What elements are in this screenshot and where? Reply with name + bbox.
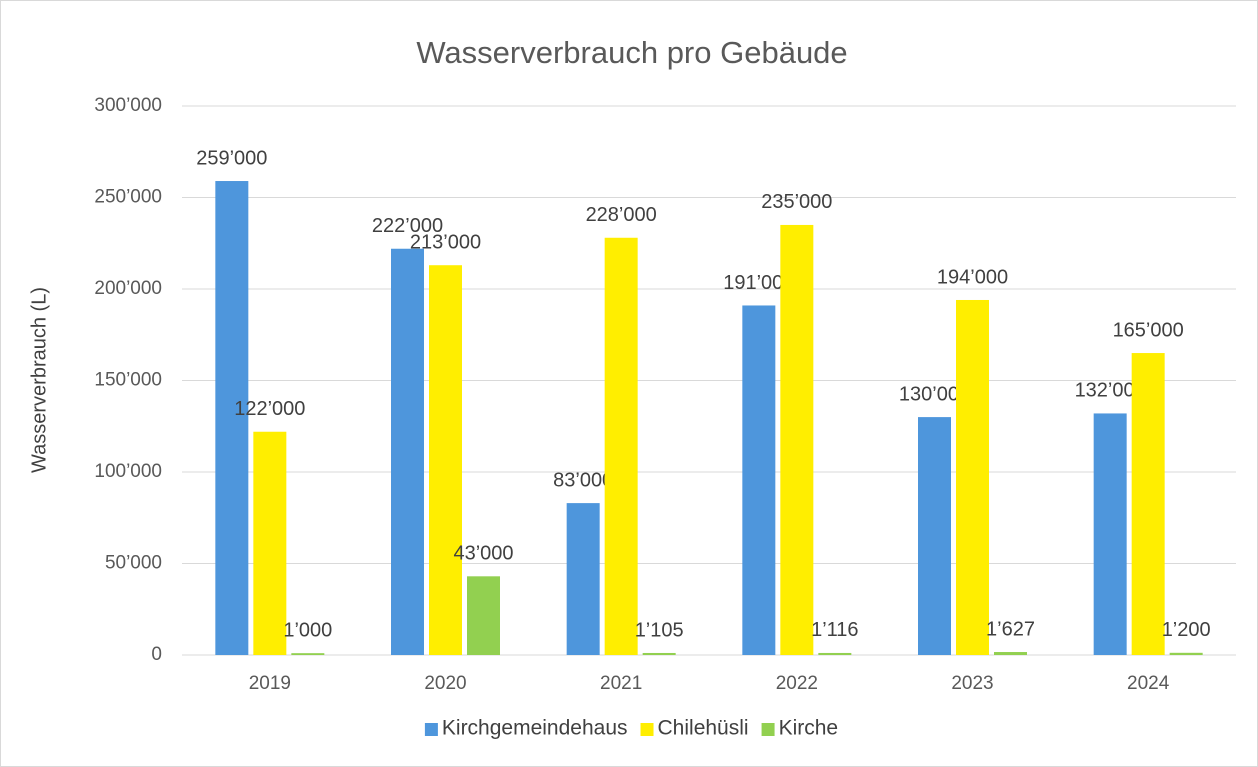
data-label: 132’000 <box>1075 380 1146 402</box>
bar <box>994 652 1027 655</box>
data-label: 165’000 <box>1113 319 1184 341</box>
data-label: 228’000 <box>586 204 657 226</box>
bar <box>1169 652 1203 655</box>
data-label: 122’000 <box>234 398 305 420</box>
legend-swatch <box>761 723 775 736</box>
bar <box>1093 413 1127 655</box>
legend-label: Kirchgemeindehaus <box>442 717 628 740</box>
data-label: 235’000 <box>761 191 832 213</box>
x-tick-label: 2023 <box>951 673 993 694</box>
data-label: 1’200 <box>1162 619 1211 641</box>
data-label: 1’627 <box>986 618 1035 640</box>
bar <box>253 431 287 655</box>
legend-swatch <box>640 723 654 736</box>
y-tick-label: 50’000 <box>105 553 162 574</box>
y-tick-label: 200’000 <box>94 278 162 299</box>
chart-title: Wasserverbrauch pro Gebäude <box>416 35 847 70</box>
x-tick-label: 2020 <box>424 673 466 694</box>
bar <box>780 224 814 655</box>
bar <box>818 652 852 655</box>
data-label: 1’000 <box>283 619 332 641</box>
x-tick-label: 2022 <box>776 673 818 694</box>
bar <box>604 237 638 655</box>
y-tick-label: 100’000 <box>94 461 162 482</box>
bar <box>429 265 462 655</box>
bar <box>956 299 989 655</box>
y-axis-label: Wasserverbrauch (L) <box>28 287 50 473</box>
y-tick-label: 300’000 <box>94 95 162 116</box>
x-tick-label: 2024 <box>1127 673 1170 694</box>
legend-label: Kirche <box>779 717 839 740</box>
legend-label: Chilehüsli <box>658 717 749 740</box>
x-tick-label: 2021 <box>600 673 642 694</box>
data-label: 191’000 <box>723 272 794 294</box>
data-label: 1’105 <box>635 619 684 641</box>
data-label: 43’000 <box>453 543 513 565</box>
bar <box>291 653 325 655</box>
data-label: 194’000 <box>937 266 1008 288</box>
bar <box>1131 353 1165 655</box>
bar <box>566 503 600 655</box>
y-tick-label: 250’000 <box>94 187 162 208</box>
bar <box>742 305 776 655</box>
bar <box>918 417 951 655</box>
bar <box>215 181 249 655</box>
data-label: 1’116 <box>811 619 858 641</box>
bar <box>467 576 500 655</box>
y-tick-label: 150’000 <box>94 370 162 391</box>
bar <box>391 248 424 656</box>
x-tick-label: 2019 <box>249 673 291 694</box>
data-label: 222’000 <box>372 215 443 237</box>
data-label: 130’000 <box>899 383 970 405</box>
data-label: 83’000 <box>553 469 613 491</box>
y-tick-label: 0 <box>151 644 162 665</box>
bar <box>642 652 676 655</box>
data-label: 213’000 <box>410 231 481 253</box>
legend-swatch <box>424 723 438 736</box>
data-label: 259’000 <box>196 147 267 169</box>
